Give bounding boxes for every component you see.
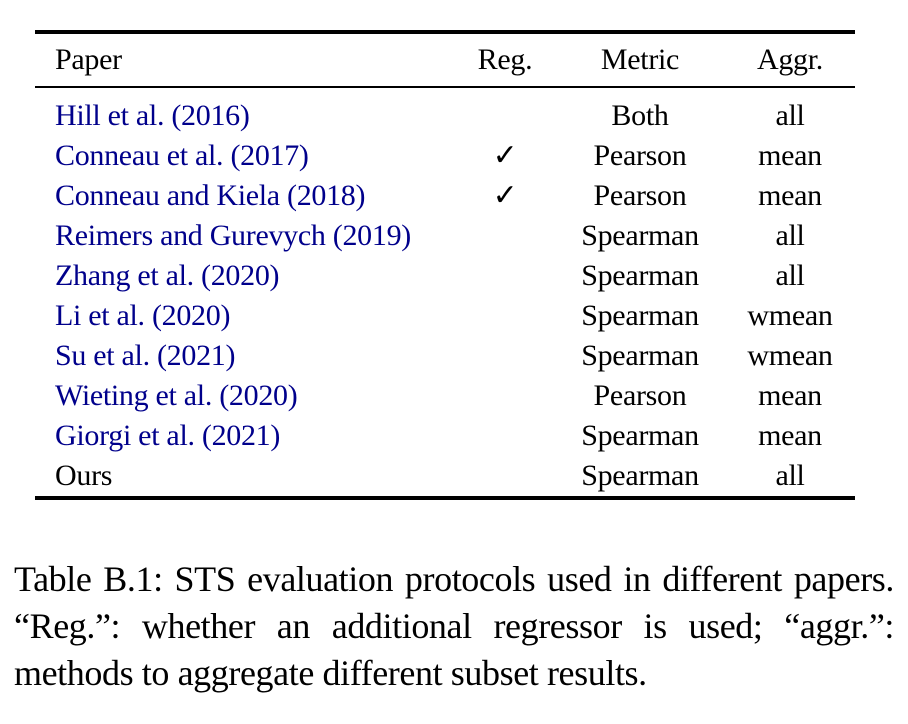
citation-link[interactable]: Hill et al. (2016) — [55, 99, 250, 132]
paper-name: Ours — [55, 459, 113, 492]
paper-cell: Conneau et al. (2017) — [35, 136, 455, 176]
table-row: Conneau et al. (2017) ✓ Pearson mean — [35, 136, 855, 176]
regressor-cell: ✓ — [455, 136, 555, 176]
regressor-cell — [455, 336, 555, 376]
aggregation-cell: wmean — [747, 299, 833, 332]
citation-link[interactable]: Su et al. (2021) — [55, 339, 236, 372]
table-row: Hill et al. (2016) Both all — [35, 96, 855, 136]
table-row: Reimers and Gurevych (2019) Spearman all — [35, 216, 855, 256]
aggregation-cell: mean — [758, 139, 822, 172]
citation-link[interactable]: Conneau et al. (2017) — [55, 139, 309, 172]
metric-cell: Spearman — [581, 219, 699, 252]
paper-cell: Giorgi et al. (2021) — [35, 416, 455, 456]
aggregation-cell: mean — [758, 179, 822, 212]
table-top-rule — [35, 30, 855, 34]
regressor-cell — [455, 456, 555, 496]
table-row: Wieting et al. (2020) Pearson mean — [35, 376, 855, 416]
aggregation-cell: wmean — [747, 339, 833, 372]
column-header-aggr: Aggr. — [756, 43, 823, 76]
metric-cell: Spearman — [581, 299, 699, 332]
paper-cell: Li et al. (2020) — [35, 296, 455, 336]
paper-cell: Ours — [35, 456, 455, 496]
paper-cell: Hill et al. (2016) — [35, 96, 455, 136]
column-header-metric: Metric — [600, 43, 680, 76]
regressor-cell — [455, 96, 555, 136]
sts-protocols-table: Paper Reg. Metric Aggr. Hill et al. (201… — [35, 30, 855, 500]
paper-cell: Zhang et al. (2020) — [35, 256, 455, 296]
aggregation-cell: mean — [758, 379, 822, 412]
citation-link[interactable]: Li et al. (2020) — [55, 299, 231, 332]
table-body: Hill et al. (2016) Both all Conneau et al. … — [35, 88, 855, 496]
column-header-paper: Paper — [55, 43, 122, 76]
table-caption: Table B.1: STS evaluation protocols used… — [14, 559, 894, 693]
paper-cell: Su et al. (2021) — [35, 336, 455, 376]
table-row: Li et al. (2020) Spearman wmean — [35, 296, 855, 336]
metric-cell: Spearman — [581, 459, 699, 492]
checkmark-icon: ✓ — [492, 179, 518, 212]
citation-link[interactable]: Wieting et al. (2020) — [55, 379, 298, 412]
paper-cell: Conneau and Kiela (2018) — [35, 176, 455, 216]
citation-link[interactable]: Reimers and Gurevych (2019) — [55, 219, 411, 252]
aggregation-cell: all — [775, 219, 805, 252]
aggregation-cell: all — [775, 259, 805, 292]
regressor-cell: ✓ — [455, 176, 555, 216]
checkmark-icon: ✓ — [492, 139, 518, 172]
header-separator-rule — [35, 86, 855, 88]
citation-link[interactable]: Conneau and Kiela (2018) — [55, 179, 366, 212]
table-row: Su et al. (2021) Spearman wmean — [35, 336, 855, 376]
metric-cell: Pearson — [593, 179, 687, 212]
regressor-cell — [455, 376, 555, 416]
table-row: Zhang et al. (2020) Spearman all — [35, 256, 855, 296]
metric-cell: Spearman — [581, 419, 699, 452]
regressor-cell — [455, 256, 555, 296]
metric-cell: Both — [611, 99, 669, 132]
metric-cell: Spearman — [581, 339, 699, 372]
paper-cell: Wieting et al. (2020) — [35, 376, 455, 416]
table-row: Giorgi et al. (2021) Spearman mean — [35, 416, 855, 456]
aggregation-cell: mean — [758, 419, 822, 452]
metric-cell: Pearson — [593, 139, 687, 172]
aggregation-cell: all — [775, 459, 805, 492]
regressor-cell — [455, 416, 555, 456]
regressor-cell — [455, 216, 555, 256]
table-row: Ours Spearman all — [35, 456, 855, 496]
citation-link[interactable]: Zhang et al. (2020) — [55, 259, 280, 292]
metric-cell: Spearman — [581, 259, 699, 292]
table-row: Conneau and Kiela (2018) ✓ Pearson mean — [35, 176, 855, 216]
aggregation-cell: all — [775, 99, 805, 132]
citation-link[interactable]: Giorgi et al. (2021) — [55, 419, 281, 452]
paper-cell: Reimers and Gurevych (2019) — [35, 216, 455, 256]
regressor-cell — [455, 296, 555, 336]
metric-cell: Pearson — [593, 379, 687, 412]
column-header-reg: Reg. — [477, 43, 533, 76]
table-header-row: Paper Reg. Metric Aggr. — [35, 34, 855, 86]
table-bottom-rule — [35, 496, 855, 500]
